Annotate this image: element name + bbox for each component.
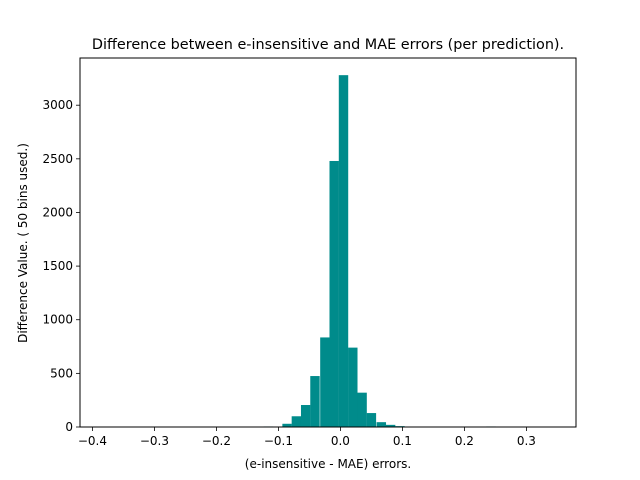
- plot-frame: [79, 57, 577, 428]
- y-tick-label: 500: [50, 366, 73, 380]
- histogram-bar: [329, 160, 339, 428]
- y-tick-label: 2000: [42, 205, 73, 219]
- x-tick-label: 0.2: [455, 434, 474, 448]
- histogram-bar: [310, 376, 320, 427]
- histogram-bar: [320, 337, 330, 427]
- y-tick-label: 1500: [42, 259, 73, 273]
- x-tick-label: −0.4: [78, 434, 107, 448]
- x-tick-label: −0.2: [202, 434, 231, 448]
- x-tick-label: 0.3: [517, 434, 536, 448]
- x-tick-label: 0.0: [331, 434, 350, 448]
- histogram-bar: [300, 405, 311, 427]
- y-tick-label: 3000: [42, 98, 73, 112]
- y-tick-label: 0: [65, 420, 73, 434]
- y-axis-ticks: 0 500 1000 1500 2000 2500 3000: [42, 98, 80, 434]
- x-tick-label: 0.1: [393, 434, 412, 448]
- x-axis-ticks: −0.4 −0.3 −0.2 −0.1 0.0 0.1 0.2 0.3: [78, 427, 536, 448]
- histogram-bar: [338, 75, 349, 427]
- histogram-bar: [348, 347, 358, 427]
- x-tick-label: −0.3: [140, 434, 169, 448]
- x-tick-label: −0.1: [264, 434, 293, 448]
- histogram-bar: [282, 423, 292, 427]
- bars-group: [263, 75, 496, 428]
- histogram-bar: [366, 413, 377, 427]
- x-axis-label: (e-insensitive - MAE) errors.: [245, 457, 411, 471]
- histogram-bar: [385, 424, 396, 427]
- y-tick-label: 1000: [42, 313, 73, 327]
- y-axis-label: Difference Value. ( 50 bins used.): [16, 143, 30, 343]
- histogram-bar: [376, 422, 387, 427]
- y-tick-label: 2500: [42, 152, 73, 166]
- histogram-bar: [291, 416, 302, 427]
- histogram-bar: [357, 392, 367, 427]
- chart-title: Difference between e-insensitive and MAE…: [92, 37, 564, 53]
